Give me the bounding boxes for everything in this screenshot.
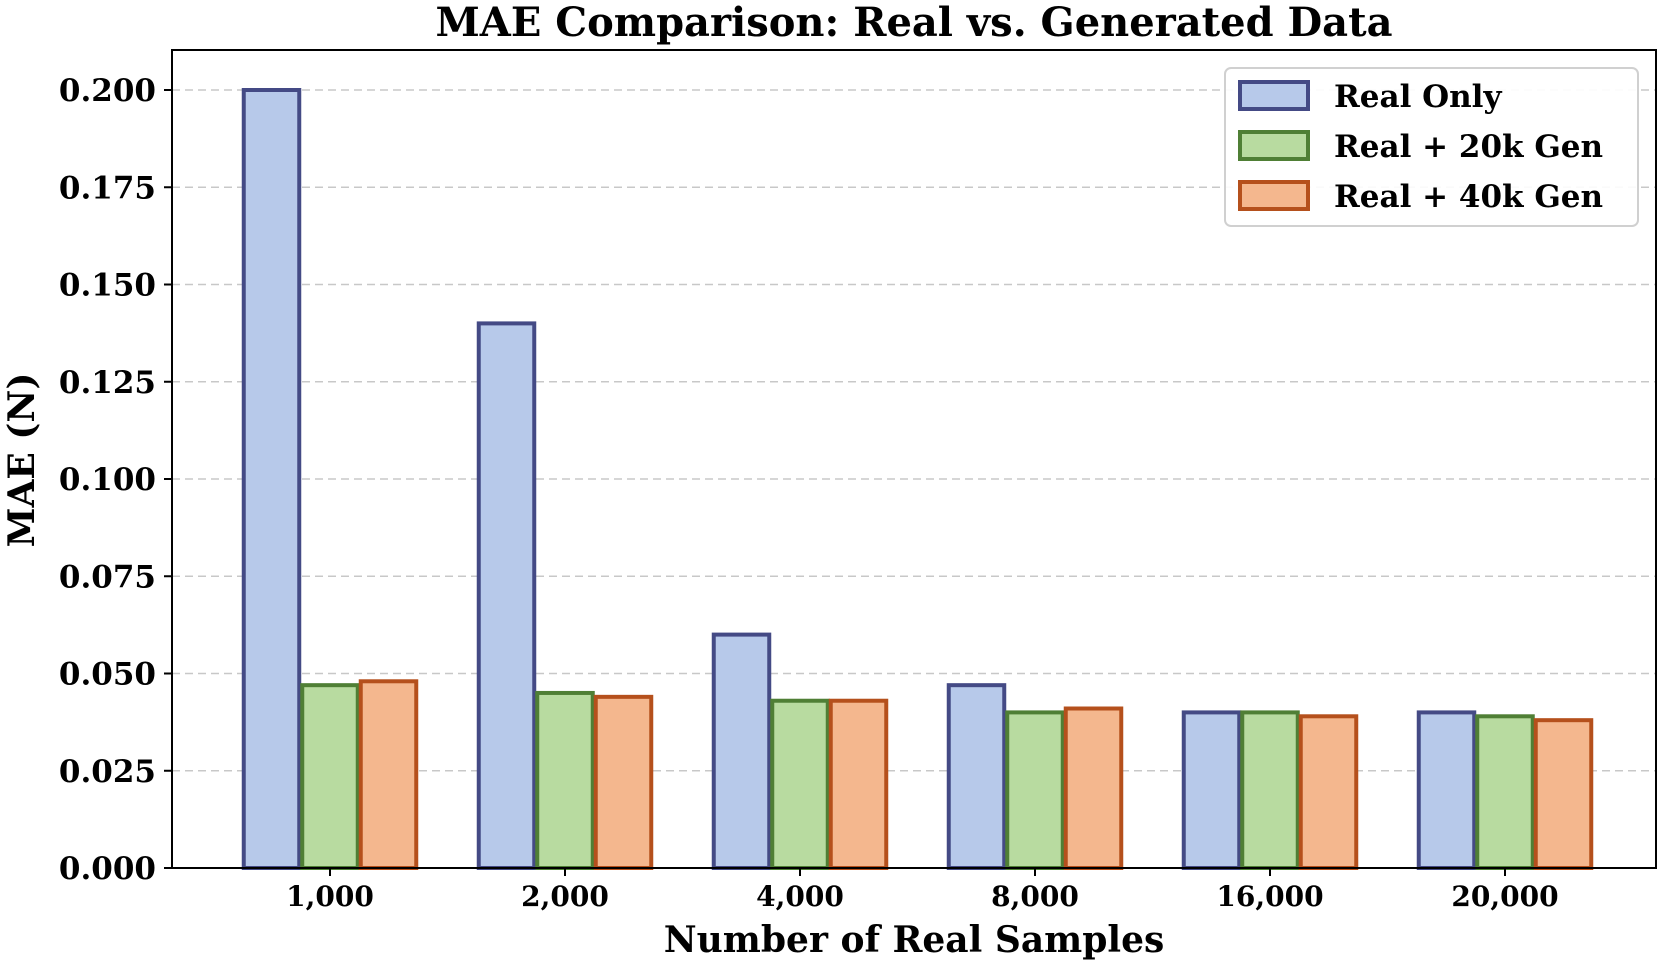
legend-label: Real Only bbox=[1334, 79, 1502, 115]
bar-real-40k-gen-16000 bbox=[1298, 714, 1359, 870]
bar-real-only-20000 bbox=[1416, 710, 1477, 871]
legend: Real Only Real + 20k Gen Real + 40k Gen bbox=[1224, 67, 1639, 227]
x-tick-label: 8,000 bbox=[991, 880, 1079, 913]
y-tick-label: 0.075 bbox=[59, 559, 156, 595]
legend-frame bbox=[1224, 67, 1639, 227]
y-tick-label: 0.200 bbox=[59, 73, 156, 109]
bar-real-only-1000 bbox=[241, 88, 302, 870]
legend-label: Real + 40k Gen bbox=[1334, 179, 1603, 215]
y-axis-label: MAE (N) bbox=[1, 373, 43, 548]
y-axis-ticks: 0.000 0.025 0.050 0.075 0.100 0.125 0.150 0.175… bbox=[59, 73, 172, 887]
plot-frame bbox=[171, 49, 1657, 869]
x-tick-label: 1,000 bbox=[286, 880, 374, 913]
y-tick-label: 0.050 bbox=[59, 657, 156, 693]
chart-title: MAE Comparison: Real vs. Generated Data bbox=[436, 0, 1393, 46]
bar-real-only-16000 bbox=[1181, 710, 1242, 871]
y-tick-label: 0.025 bbox=[59, 754, 156, 790]
y-tick-label: 0.175 bbox=[59, 170, 156, 206]
legend-swatch bbox=[1238, 130, 1310, 161]
x-axis-ticks: 1,000 2,000 4,000 8,000 16,000 20,000 bbox=[286, 868, 1559, 913]
x-tick-label: 20,000 bbox=[1451, 880, 1558, 913]
bars bbox=[241, 88, 1594, 871]
bar-real-40k-gen-4000 bbox=[828, 698, 889, 870]
bar-real-20k-gen-4000 bbox=[770, 698, 830, 870]
bar-real-20k-gen-16000 bbox=[1240, 710, 1300, 871]
bar-real-40k-gen-20000 bbox=[1533, 718, 1594, 870]
legend-swatch bbox=[1238, 180, 1310, 211]
bar-real-20k-gen-2000 bbox=[535, 690, 595, 871]
x-tick-label: 4,000 bbox=[756, 880, 844, 913]
y-tick-label: 0.125 bbox=[59, 365, 156, 401]
x-tick-label: 16,000 bbox=[1216, 880, 1323, 913]
gridlines bbox=[172, 89, 1656, 772]
bar-real-only-8000 bbox=[946, 683, 1007, 870]
legend-swatch bbox=[1238, 80, 1310, 111]
legend-label: Real + 20k Gen bbox=[1334, 129, 1603, 165]
y-tick-label: 0.000 bbox=[59, 851, 156, 887]
bar-real-40k-gen-2000 bbox=[593, 694, 654, 871]
bar-real-only-4000 bbox=[711, 632, 772, 870]
bar-real-only-2000 bbox=[476, 321, 537, 870]
y-tick-label: 0.150 bbox=[59, 268, 156, 304]
x-axis-label: Number of Real Samples bbox=[664, 919, 1165, 961]
bar-real-20k-gen-1000 bbox=[300, 683, 360, 870]
bar-real-20k-gen-8000 bbox=[1005, 710, 1065, 871]
bar-real-40k-gen-8000 bbox=[1063, 706, 1124, 871]
y-tick-label: 0.100 bbox=[59, 462, 156, 498]
bar-real-20k-gen-20000 bbox=[1475, 714, 1535, 870]
x-tick-label: 2,000 bbox=[521, 880, 609, 913]
bar-real-40k-gen-1000 bbox=[358, 679, 419, 871]
